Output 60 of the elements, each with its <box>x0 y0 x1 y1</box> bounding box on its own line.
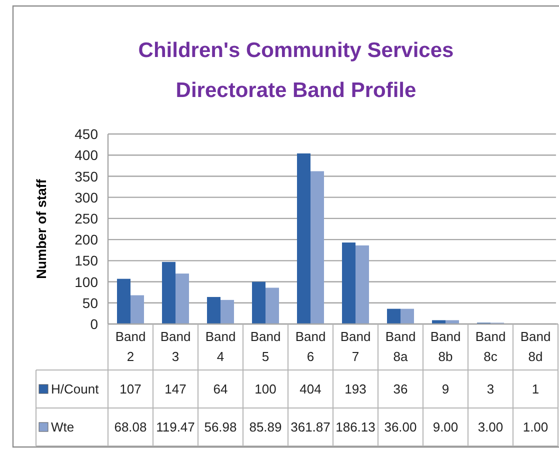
data-label: 85.89 <box>249 420 282 435</box>
data-label: 9 <box>442 382 450 397</box>
bar <box>400 308 414 324</box>
x-tick-label: Band 8c <box>475 329 506 364</box>
y-tick-label: 400 <box>74 147 98 164</box>
x-tick-label: Band 6 <box>295 329 326 364</box>
data-label: 36 <box>393 382 408 397</box>
data-label: 1 <box>532 382 540 397</box>
bar <box>162 262 176 324</box>
x-tick-label: Band 8a <box>385 329 416 364</box>
data-label: 56.98 <box>204 420 237 435</box>
legend-label: H/Count <box>51 382 100 397</box>
data-label: 3 <box>486 382 494 397</box>
bar <box>356 245 369 324</box>
x-tick-label: Band 2 <box>115 329 146 364</box>
y-tick-label: 50 <box>82 294 98 311</box>
y-tick-label: 450 <box>74 126 98 142</box>
bar <box>297 153 310 324</box>
x-tick-label: Band 7 <box>340 329 371 364</box>
x-tick-label: Band 4 <box>205 329 236 364</box>
data-label: 68.08 <box>114 420 147 435</box>
bar <box>252 282 266 324</box>
data-label: 100 <box>254 382 276 397</box>
data-label: 361.87 <box>290 420 330 435</box>
y-tick-label: 200 <box>74 232 98 248</box>
x-tick-label: Band 5 <box>250 329 281 364</box>
y-tick-label: 100 <box>74 274 98 290</box>
bar <box>117 278 130 324</box>
data-label: 64 <box>213 382 228 397</box>
y-tick-label: 300 <box>74 189 98 206</box>
data-label: 3.00 <box>478 420 504 435</box>
bar <box>220 300 234 324</box>
bar <box>432 320 446 324</box>
x-tick-label: Band 3 <box>160 329 191 364</box>
x-tick-label: Band 8d <box>520 329 551 364</box>
data-label: 9.00 <box>432 420 458 435</box>
bar <box>266 288 279 324</box>
y-tick-label: 250 <box>74 210 98 226</box>
bar <box>207 296 220 324</box>
y-axis-title: Number of staff <box>34 178 49 279</box>
bar <box>130 295 144 324</box>
bar <box>176 274 189 324</box>
data-label: 186.13 <box>336 420 376 435</box>
x-tick-label: Band 8b <box>430 329 461 364</box>
bar <box>310 171 324 324</box>
data-label: 193 <box>344 382 366 397</box>
data-label: 404 <box>300 382 322 397</box>
data-label: 147 <box>164 382 186 397</box>
y-tick-label: 350 <box>74 168 98 184</box>
bar <box>446 320 459 324</box>
data-label: 119.47 <box>156 420 195 435</box>
data-label: 107 <box>120 382 142 397</box>
y-tick-label: 0 <box>90 316 98 332</box>
bar <box>387 308 400 324</box>
bar <box>342 242 356 324</box>
y-tick-label: 150 <box>74 252 98 269</box>
chart-title: Children's Community Services Directorate Band Profile <box>138 39 454 102</box>
legend-label: Wte <box>51 420 74 435</box>
data-label: 36.00 <box>384 420 417 435</box>
data-label: 1.00 <box>522 420 548 435</box>
